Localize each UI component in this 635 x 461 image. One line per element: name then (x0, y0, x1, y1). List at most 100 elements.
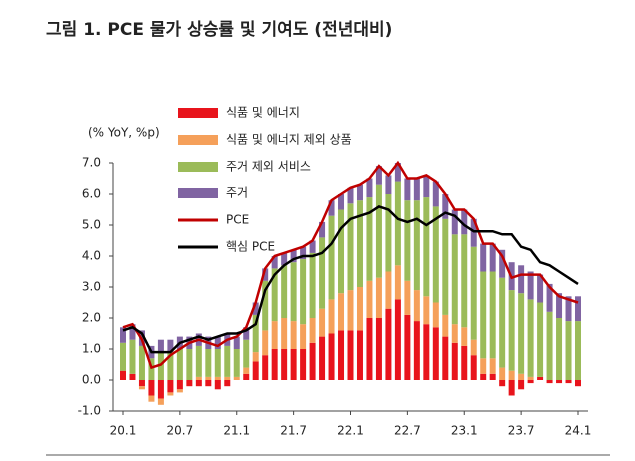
bar (243, 327, 250, 340)
bar (508, 370, 515, 380)
x-tick-label: 21.7 (280, 424, 307, 438)
bar (262, 268, 269, 281)
bar (338, 209, 345, 294)
bar (470, 355, 477, 380)
bar (300, 349, 307, 380)
y-tick-label: 2.0 (82, 311, 101, 325)
bar (129, 324, 136, 340)
bar (480, 271, 487, 359)
bar (546, 311, 553, 380)
bar (546, 380, 553, 384)
bar (518, 293, 525, 374)
bar (518, 380, 525, 390)
bar (328, 215, 335, 300)
y-tick-label: 4.0 (82, 249, 101, 263)
bar (537, 302, 544, 377)
bar (375, 277, 382, 318)
bar (470, 218, 477, 247)
bar (271, 321, 278, 349)
bar (205, 376, 212, 380)
bar (233, 336, 240, 349)
legend-label: 식품 및 에너지 제외 상품 (226, 133, 352, 147)
x-tick-label: 24.1 (565, 424, 592, 438)
bar (575, 296, 581, 322)
bar (432, 181, 439, 207)
bar (432, 327, 439, 380)
legend-label: PCE (226, 213, 249, 227)
bar (176, 389, 183, 393)
bar (252, 361, 259, 380)
bar (442, 194, 449, 219)
bar (271, 256, 278, 269)
bar (356, 287, 363, 331)
bar (195, 380, 202, 387)
bar (347, 187, 354, 204)
bar (290, 349, 297, 380)
x-tick-label: 22.1 (337, 424, 364, 438)
bar (404, 200, 411, 281)
bar (575, 380, 581, 387)
bar (356, 200, 363, 287)
bar (319, 221, 326, 238)
bar (385, 194, 392, 272)
bar (366, 178, 373, 198)
bar (565, 380, 572, 384)
bar (451, 342, 458, 380)
bar (252, 302, 259, 315)
bar (480, 373, 487, 380)
bar (319, 308, 326, 337)
bar (423, 296, 430, 325)
bar (537, 376, 544, 380)
bar (442, 336, 449, 380)
bar (413, 178, 420, 201)
bar (167, 392, 174, 396)
bar (546, 283, 553, 312)
bar (432, 302, 439, 328)
legend-label: 식품 및 에너지 (226, 106, 300, 120)
bar (233, 349, 240, 377)
bar (527, 376, 534, 380)
bar (423, 324, 430, 380)
y-tick-label: 7.0 (82, 156, 101, 170)
bar (489, 358, 496, 374)
bar (499, 277, 506, 368)
bar (195, 376, 202, 380)
bar (385, 271, 392, 309)
bar (309, 318, 316, 343)
bar (262, 355, 269, 380)
bar (157, 380, 164, 399)
bar (148, 358, 155, 380)
bar (385, 308, 392, 380)
legend-label: 핵심 PCE (226, 240, 275, 254)
bar (499, 380, 506, 387)
x-tick-label: 20.7 (167, 424, 194, 438)
line (122, 160, 579, 370)
bar (290, 321, 297, 349)
bar (167, 380, 174, 393)
bar (556, 380, 563, 384)
bar (148, 395, 155, 402)
chart-title: 그림 1. PCE 물가 상승률 및 기여도 (전년대비) (46, 20, 392, 40)
x-tick-label: 23.1 (451, 424, 478, 438)
bar (461, 234, 468, 328)
bar (413, 321, 420, 380)
bar (404, 314, 411, 380)
y-tick-label: 3.0 (82, 280, 101, 294)
bar (138, 380, 145, 387)
bar (413, 290, 420, 322)
bar (281, 252, 288, 266)
bar (281, 265, 288, 318)
bar (290, 249, 297, 263)
bar (271, 349, 278, 380)
x-tick-label: 22.7 (394, 424, 421, 438)
bar (385, 175, 392, 194)
bar (186, 380, 193, 387)
bar (461, 327, 468, 346)
bar (480, 243, 487, 272)
bar (394, 265, 401, 300)
bar (375, 318, 382, 380)
bar (252, 314, 259, 353)
bar (413, 200, 420, 291)
bar (120, 370, 126, 380)
bar (508, 380, 515, 396)
